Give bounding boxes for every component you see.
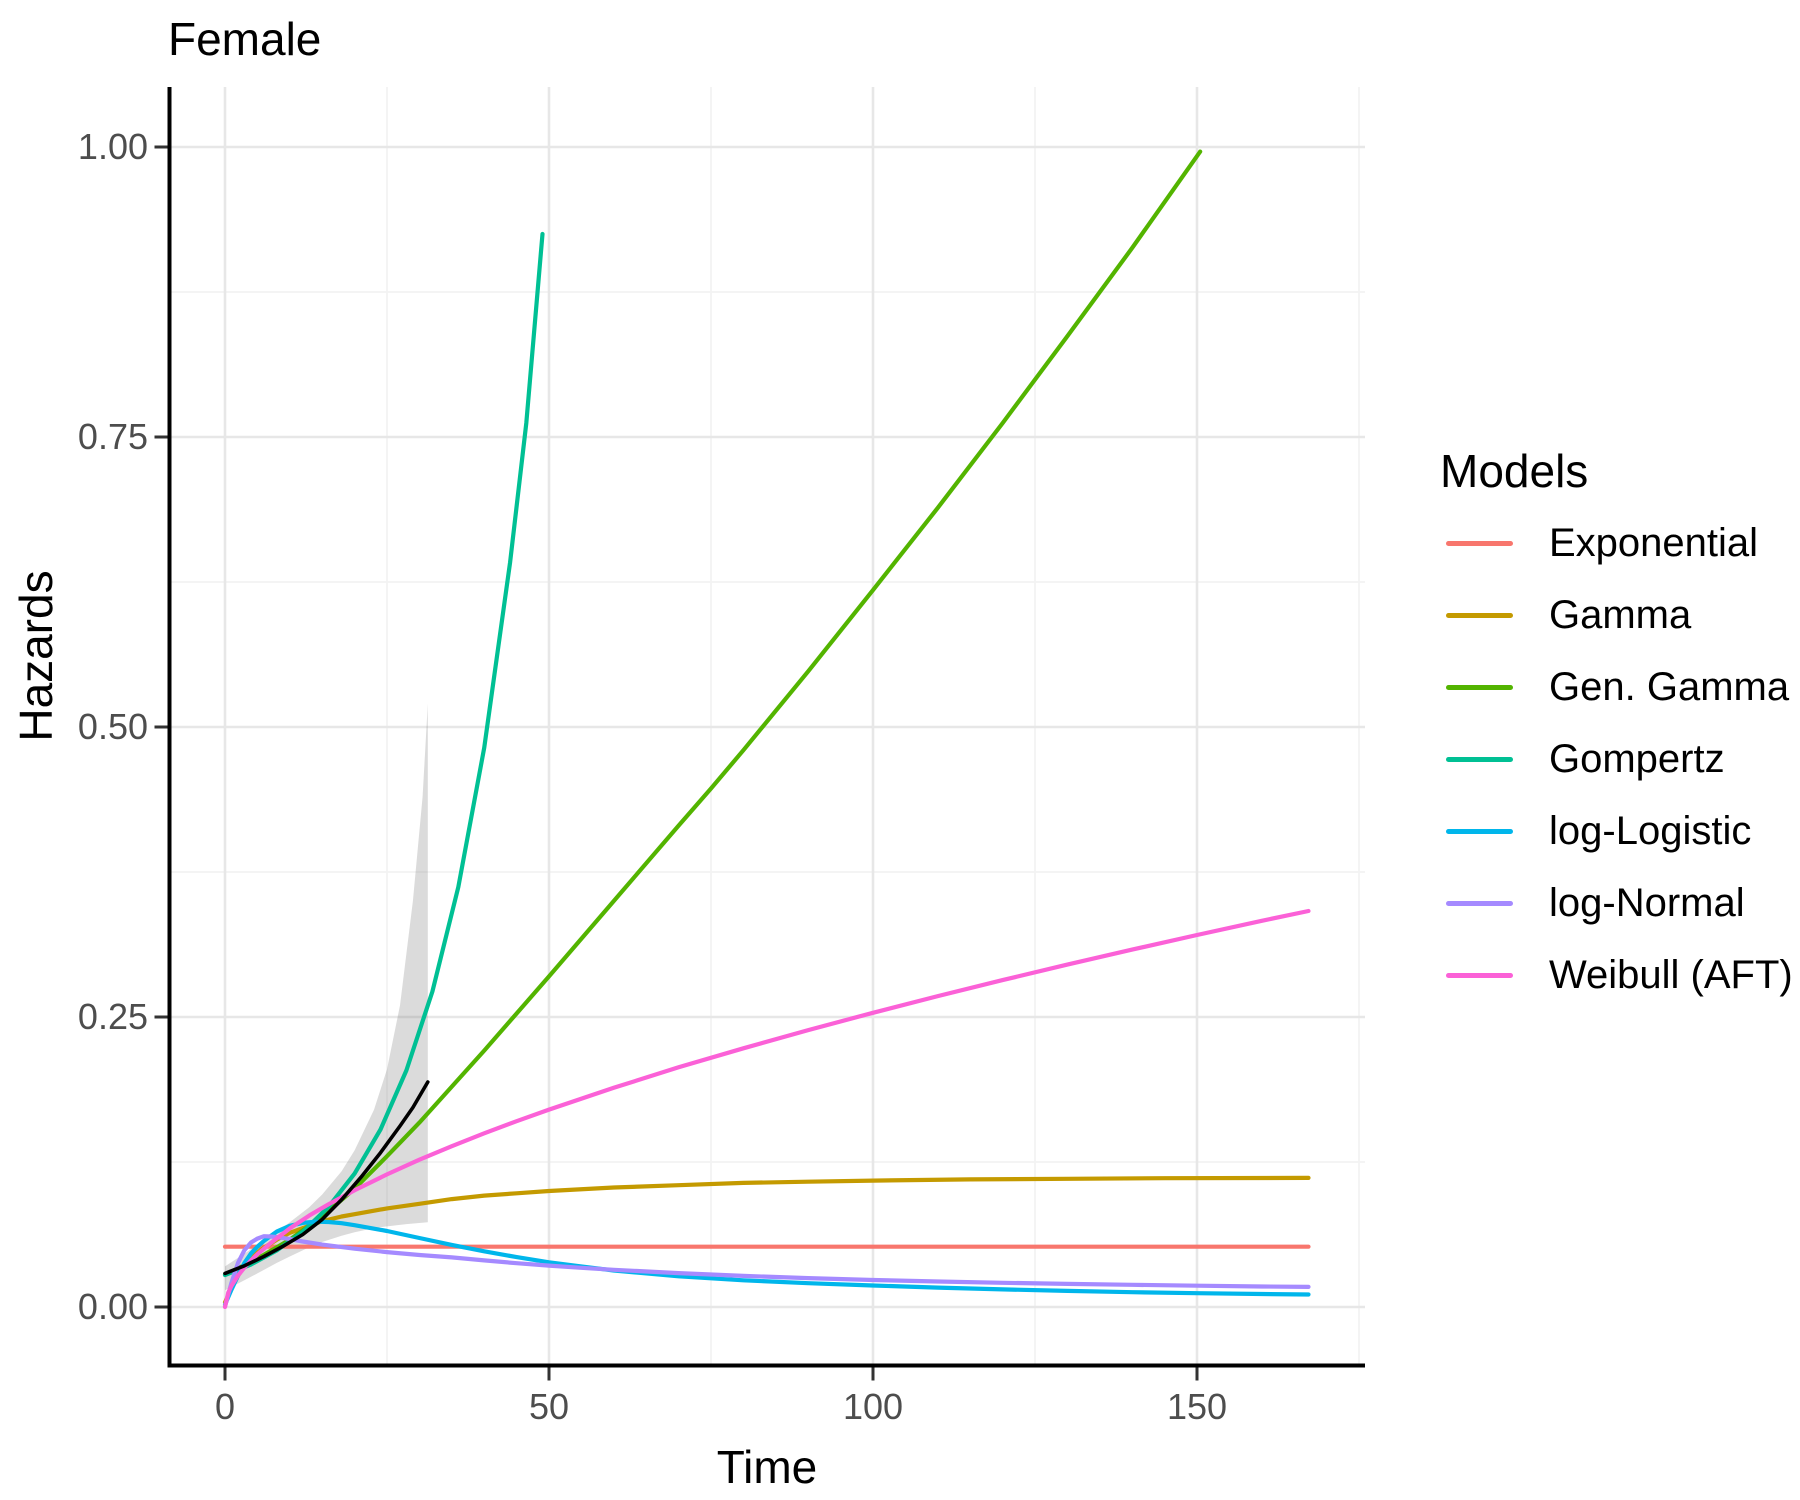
legend-item-gamma: Gamma [1446,579,1793,651]
legend-key-color-log-logistic [1446,828,1513,834]
legend-key-line-icon [1446,972,1513,978]
legend-title: Models [1440,445,1589,497]
legend-item-gen-gamma: Gen. Gamma [1446,651,1793,723]
x-axis-title: Time [716,1441,818,1493]
legend-key-line-icon [1446,900,1513,906]
legend-item-exponential: Exponential [1446,507,1793,579]
legend-item-label: Gen. Gamma [1549,664,1790,709]
legend-item-gompertz: Gompertz [1446,723,1793,795]
legend-key-line-icon [1446,828,1513,834]
y-tick-label: 0.50 [78,706,148,747]
legend-item-weibull-aft: Weibull (AFT) [1446,939,1793,1011]
x-tick-label: 50 [529,1386,569,1427]
legend-item-label: Weibull (AFT) [1549,952,1793,997]
legend-key-color-gen-gamma [1446,684,1513,690]
y-tick-label: 0.00 [78,1286,148,1327]
legend-item-log-normal: log-Normal [1446,867,1793,939]
legend-item-log-logistic: log-Logistic [1446,795,1793,867]
legend-item-label: log-Normal [1549,880,1745,925]
y-tick-label: 0.25 [78,996,148,1037]
legend-key-line-icon [1446,540,1513,546]
confidence-band [225,703,428,1291]
y-tick-label: 0.75 [78,416,148,457]
series-line-log-normal [222,1234,1311,1309]
x-tick-label: 100 [843,1386,903,1427]
legend-key-line-icon [1446,684,1513,690]
page-title: Female [168,13,322,65]
y-tick-label: 1.00 [78,126,148,167]
legend-key-line-icon [1446,756,1513,762]
legend-item-label: Gompertz [1549,736,1725,781]
legend-key-color-gamma [1446,612,1513,618]
series-line-gompertz [222,231,545,1278]
x-tick-label: 0 [215,1386,235,1427]
y-axis-title: Hazards [10,570,62,742]
observed-hazard-line [223,1080,430,1276]
legend-key-color-gompertz [1446,756,1513,762]
series-line-log-logistic [222,1219,1311,1307]
legend-key-line-icon [1446,612,1513,618]
legend-key-color-log-normal [1446,900,1513,906]
series-line-gen-gamma [222,149,1203,1277]
legend-item-label: Exponential [1549,520,1759,565]
x-tick-label: 150 [1167,1386,1227,1427]
legend-key-color-exponential [1446,540,1513,546]
legend-item-label: Gamma [1549,592,1692,637]
legend-item-label: log-Logistic [1549,808,1752,853]
legend-key-color-weibull-aft [1446,972,1513,978]
legend: Exponential Gamma Gen. Gamma Gompertz log-Lo… [1446,507,1793,1011]
